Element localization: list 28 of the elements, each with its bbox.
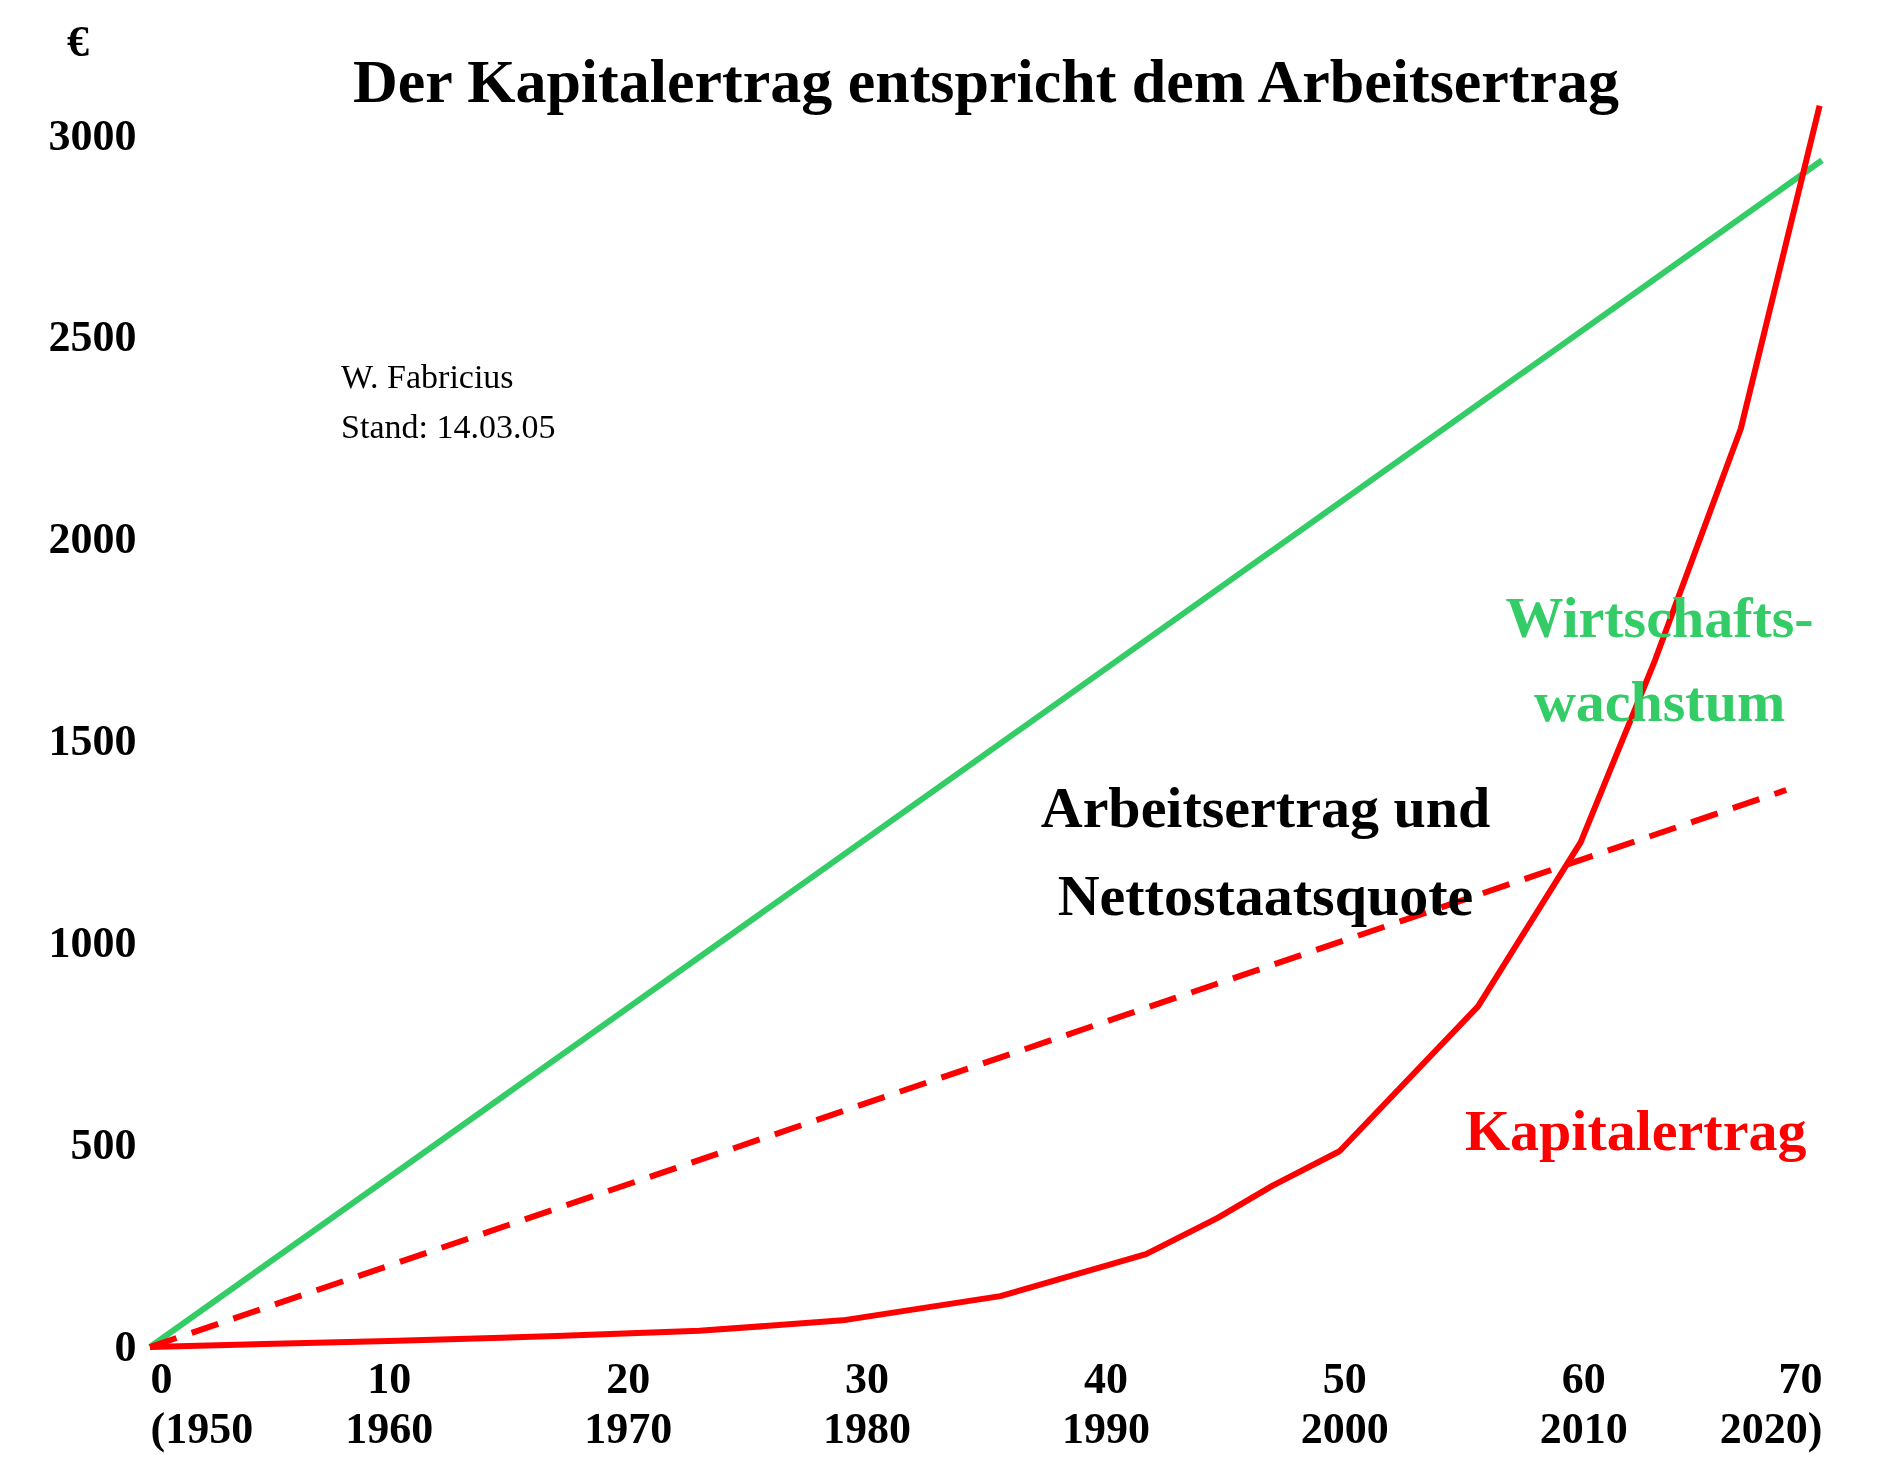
- x-tick-label: 10: [367, 1353, 412, 1403]
- x-tick-label: 20: [606, 1353, 651, 1403]
- x-tick-label: 40: [1083, 1353, 1128, 1403]
- series-label: Kapitalertrag: [1464, 1098, 1807, 1164]
- x2-tick-label: (1950: [150, 1403, 254, 1453]
- y-tick-label: 2000: [48, 514, 137, 564]
- x2-tick-label: 2000: [1300, 1403, 1389, 1453]
- annotation: Arbeitsertrag und Nettostaatsquote: [1040, 775, 1491, 929]
- x2-tick-label: 1970: [584, 1403, 673, 1453]
- y-tick-label: 500: [70, 1119, 137, 1169]
- y-tick-label: 2500: [48, 312, 137, 362]
- y-tick-label: 1000: [48, 917, 137, 967]
- y-axis-title: €: [67, 17, 89, 66]
- y-tick-label: 0: [114, 1321, 137, 1371]
- x-tick-label: 50: [1322, 1353, 1367, 1403]
- x-tick-label: 0: [150, 1353, 173, 1403]
- y-tick-label: 1500: [48, 716, 137, 766]
- x2-tick-label: 1980: [823, 1403, 912, 1453]
- x2-tick-label: 2020): [1719, 1403, 1823, 1453]
- annotation: W. Fabricius Stand: 14.03.05: [341, 358, 556, 446]
- x2-tick-label: 2010: [1539, 1403, 1628, 1453]
- y-tick-label: 3000: [48, 110, 137, 160]
- x2-tick-label: 1960: [345, 1403, 434, 1453]
- x-tick-label: 70: [1778, 1353, 1823, 1403]
- x-tick-label: 30: [845, 1353, 890, 1403]
- x-tick-label: 60: [1561, 1353, 1606, 1403]
- x2-tick-label: 1990: [1061, 1403, 1150, 1453]
- text: Der Kapitalertrag entspricht dem Arbeitsertrag: [352, 47, 1620, 115]
